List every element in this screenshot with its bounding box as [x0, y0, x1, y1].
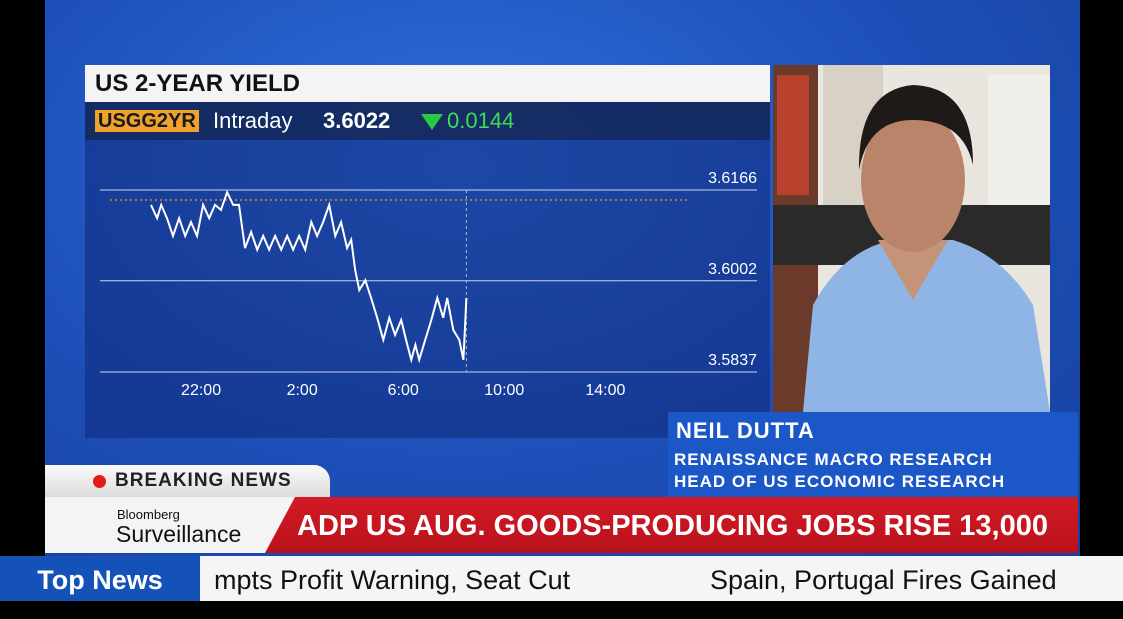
brand-name: Bloomberg: [117, 507, 180, 522]
quote-label: Intraday: [213, 108, 293, 133]
x-tick-label: 22:00: [181, 382, 221, 399]
show-name: Surveillance: [116, 521, 242, 547]
breaking-text: BREAKING NEWS: [115, 470, 292, 491]
ticker-item: Spain, Portugal Fires Gained: [710, 565, 1057, 595]
quote-change: 0.0144: [447, 108, 515, 133]
x-tick-label: 10:00: [484, 382, 524, 399]
down-arrow: [421, 114, 443, 130]
headline-bar: ADP US AUG. GOODS-PRODUCING JOBS RISE 13…: [265, 497, 1078, 553]
guest-role: HEAD OF US ECONOMIC RESEARCH: [674, 472, 1006, 491]
chart-title: US 2-YEAR YIELD: [95, 70, 300, 97]
yield-line: [150, 189, 468, 364]
live-dot: [93, 475, 106, 488]
guest-name: NEIL DUTTA: [676, 418, 815, 443]
show-brand: Bloomberg Surveillance: [45, 497, 295, 553]
quote-bar: USGG2YR Intraday 3.6022 0.0144: [85, 102, 770, 140]
guest-firm: RENAISSANCE MACRO RESEARCH: [674, 450, 993, 469]
y-tick-label: 3.5837: [708, 352, 757, 369]
x-tick-label: 6:00: [388, 382, 419, 399]
chart: 3.5837 3.6002 3.6166 22:00 2:00 6:00 10:00 14:0…: [100, 170, 757, 399]
x-tick-label: 14:00: [585, 382, 625, 399]
ticker-label: Top News: [0, 556, 200, 601]
news-ticker: Top News mpts Profit Warning, Seat Cut S…: [0, 556, 1123, 601]
guest-video: [773, 65, 1050, 412]
headline: ADP US AUG. GOODS-PRODUCING JOBS RISE 13…: [297, 510, 1048, 542]
ticker-symbol: USGG2YR: [95, 110, 199, 132]
breaking-tag: BREAKING NEWS: [45, 465, 330, 497]
y-tick-label: 3.6002: [708, 261, 757, 278]
guest-image: [773, 65, 1050, 412]
guest-plate: NEIL DUTTA RENAISSANCE MACRO RESEARCH HE…: [668, 412, 1078, 497]
chart-title-bar: US 2-YEAR YIELD: [85, 65, 770, 102]
quote-last: 3.6022: [323, 108, 391, 133]
ticker-item: mpts Profit Warning, Seat Cut: [214, 565, 571, 595]
y-tick-label: 3.6166: [708, 170, 757, 187]
x-tick-label: 2:00: [287, 382, 318, 399]
